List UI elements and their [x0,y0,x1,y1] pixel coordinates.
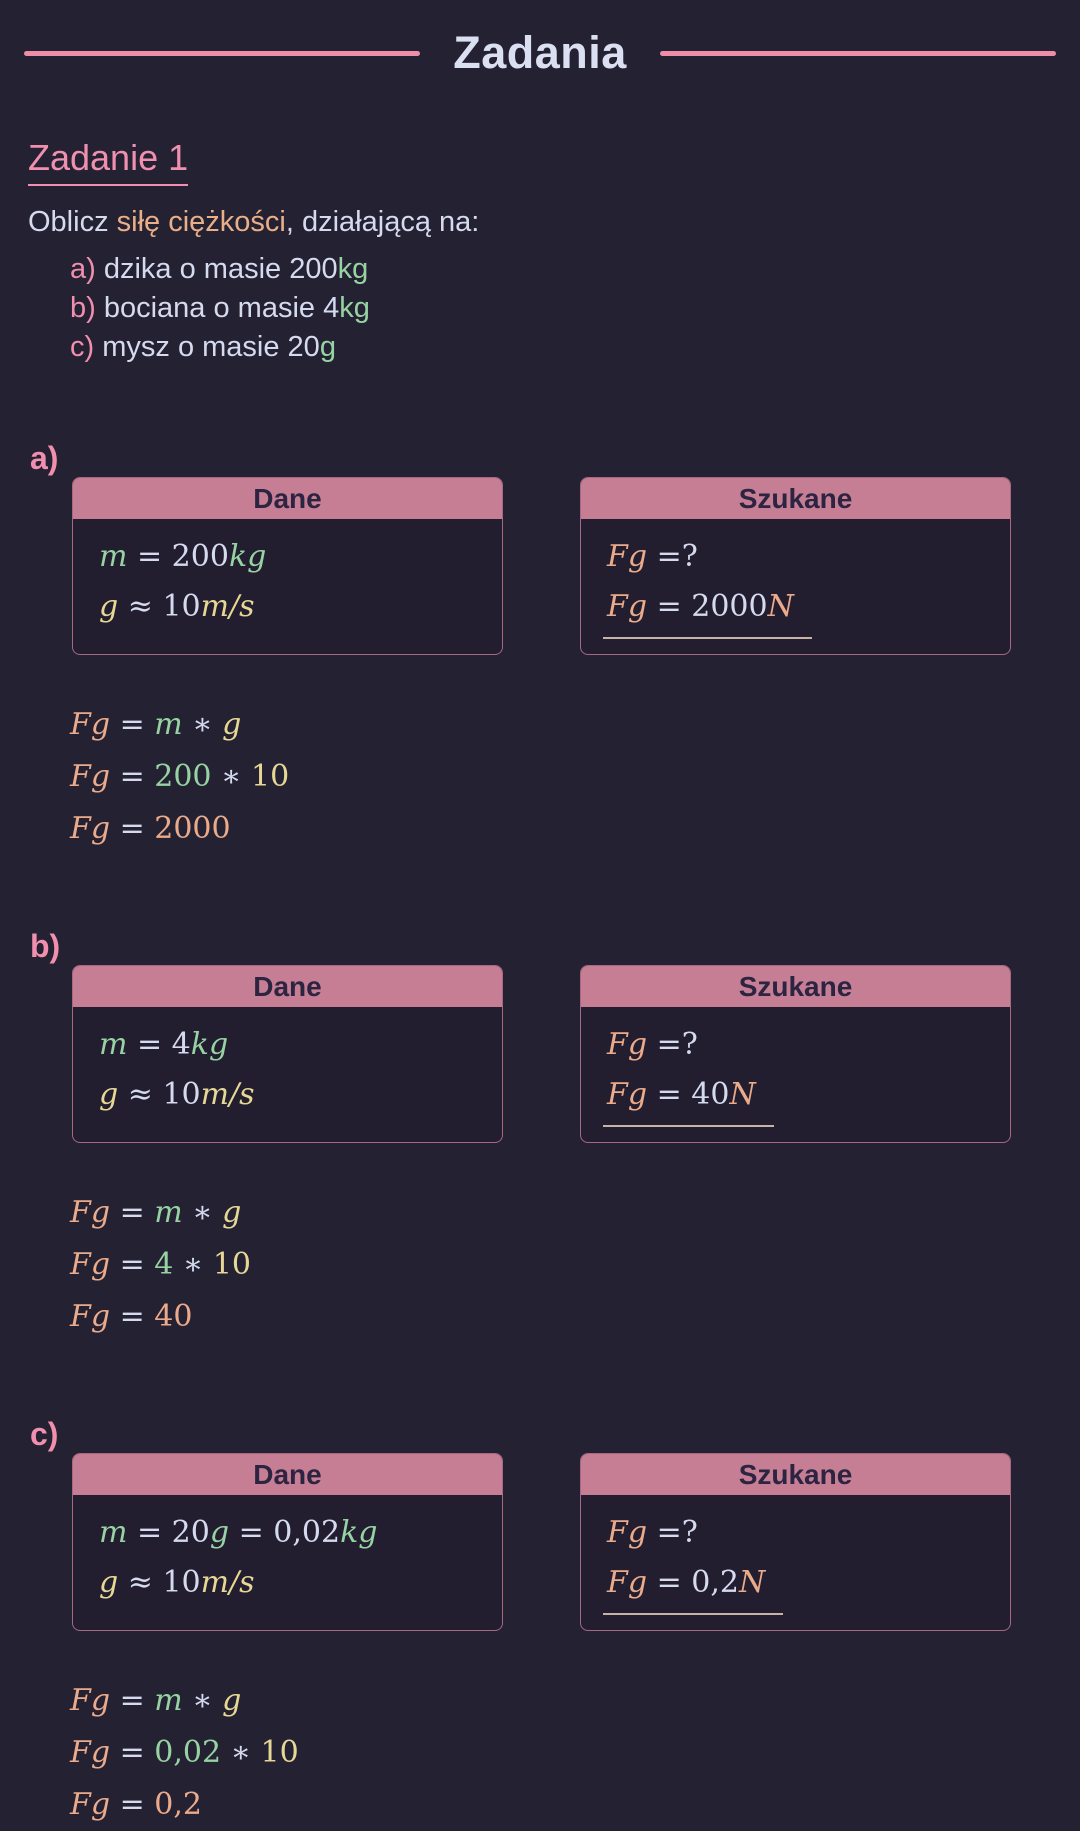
szukane-box-header: Szukane [581,966,1010,1007]
list-unit: kg [337,253,369,285]
szukane-box: Szukane Fg =? Fg = 40N [580,965,1011,1143]
dane-line: m = 4kg [99,1027,229,1062]
step-line: Fg = 200 ∗ 10 [70,759,290,794]
list-item-c: c) mysz o masie 20g [70,328,1056,367]
answer-line: Fg = 2000N [603,582,1000,639]
step-line: Fg = 4 ∗ 10 [70,1247,251,1282]
step-line: Fg = 0,02 ∗ 10 [70,1735,299,1770]
calculation-steps: Fg = m ∗ g Fg = 4 ∗ 10 Fg = 40 [70,1187,1056,1343]
szukane-line: Fg =? [607,1027,698,1062]
intro-post: , działającą na: [285,206,480,238]
task-heading-row: Zadanie 1 [24,80,1056,186]
dane-line: m = 200kg [99,539,267,574]
task-item-list: a) dzika o masie 200kg b) bociana o masi… [24,250,1056,367]
dane-box-header: Dane [73,966,502,1007]
calculation-steps: Fg = m ∗ g Fg = 0,02 ∗ 10 Fg = 0,2 [70,1675,1056,1831]
intro-pre: Oblicz [28,206,117,238]
szukane-box-body: Fg =? Fg = 40N [581,1007,1010,1142]
list-unit: g [319,331,336,363]
szukane-box-body: Fg =? Fg = 2000N [581,519,1010,654]
list-text: dzika o masie 200 [95,253,338,285]
calculation-steps: Fg = m ∗ g Fg = 200 ∗ 10 Fg = 2000 [70,699,1056,855]
szukane-line: Fg =? [607,1515,698,1550]
list-marker: c) [70,331,95,363]
section-label: a) [30,440,59,476]
szukane-line: Fg =? [607,539,698,574]
szukane-box-header: Szukane [581,478,1010,519]
dane-line: g ≈ 10m/s [99,589,255,624]
step-line: Fg = 0,2 [70,1787,202,1822]
dane-box: Dane m = 200kg g ≈ 10m/s [72,477,503,655]
section-a: a) Dane m = 200kg g ≈ 10m/s Szukane Fg =… [24,441,1056,855]
dane-box-body: m = 4kg g ≈ 10m/s [73,1007,502,1135]
section-label: b) [30,928,61,964]
title-rule-right [659,50,1057,56]
dane-box-header: Dane [73,1454,502,1495]
dane-box-body: m = 20g = 0,02kg g ≈ 10m/s [73,1495,502,1623]
list-item-b: b) bociana o masie 4kg [70,289,1056,328]
boxes-row: Dane m = 20g = 0,02kg g ≈ 10m/s Szukane … [72,1453,1056,1631]
dane-box-body: m = 200kg g ≈ 10m/s [73,519,502,647]
dane-box-header: Dane [73,478,502,519]
dane-line: g ≈ 10m/s [99,1565,255,1600]
step-line: Fg = 2000 [70,811,231,846]
szukane-box: Szukane Fg =? Fg = 0,2N [580,1453,1011,1631]
step-line: Fg = m ∗ g [70,1683,242,1718]
title-rule-left [24,50,421,56]
boxes-row: Dane m = 200kg g ≈ 10m/s Szukane Fg =? F… [72,477,1056,655]
step-line: Fg = m ∗ g [70,1195,242,1230]
boxes-row: Dane m = 4kg g ≈ 10m/s Szukane Fg =? Fg … [72,965,1056,1143]
szukane-box: Szukane Fg =? Fg = 2000N [580,477,1011,655]
szukane-box-header: Szukane [581,1454,1010,1495]
dane-box: Dane m = 4kg g ≈ 10m/s [72,965,503,1143]
task-heading: Zadanie 1 [28,137,189,186]
section-c: c) Dane m = 20g = 0,02kg g ≈ 10m/s Szuka… [24,1417,1056,1831]
intro-highlight: siłę ciężkości [116,206,286,238]
dane-line: m = 20g = 0,02kg [99,1515,378,1550]
section-label: c) [30,1416,59,1452]
list-text: mysz o masie 20 [94,331,320,363]
answer-line: Fg = 40N [603,1070,1000,1127]
list-item-a: a) dzika o masie 200kg [70,250,1056,289]
page-title: Zadania [453,27,627,78]
section-b: b) Dane m = 4kg g ≈ 10m/s Szukane Fg =? … [24,929,1056,1343]
list-marker: b) [70,292,96,324]
szukane-box-body: Fg =? Fg = 0,2N [581,1495,1010,1630]
list-marker: a) [70,253,96,285]
dane-box: Dane m = 20g = 0,02kg g ≈ 10m/s [72,1453,503,1631]
page-header: Zadania [24,26,1057,80]
list-unit: kg [339,292,370,324]
answer-line: Fg = 0,2N [603,1558,1000,1615]
dane-line: g ≈ 10m/s [99,1077,255,1112]
step-line: Fg = m ∗ g [70,707,242,742]
list-text: bociana o masie 4 [95,292,340,324]
task-intro: Oblicz siłę ciężkości, działającą na: [28,204,1056,240]
step-line: Fg = 40 [70,1299,193,1334]
